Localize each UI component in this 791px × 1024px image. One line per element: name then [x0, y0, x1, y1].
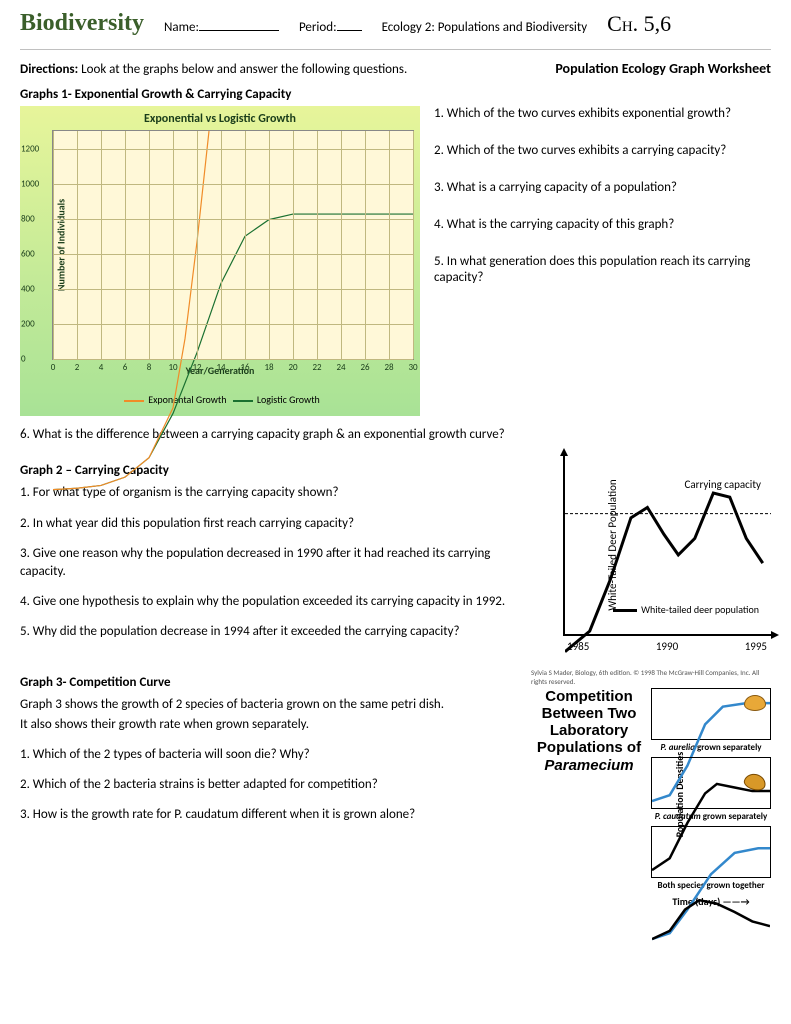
biodiversity-logo: Biodiversity	[20, 10, 144, 37]
worksheet-title: Population Ecology Graph Worksheet	[555, 60, 771, 77]
y-axis-arrow-icon	[560, 448, 568, 456]
graph3-panels: Population Densities P. aurelia grown se…	[651, 688, 771, 908]
chapter-text: Ch. 5,6	[607, 11, 671, 37]
paramecium-aurelia-icon	[744, 695, 766, 711]
question-text: 3. How is the growth rate for P. caudatu…	[20, 806, 517, 824]
graph1-section-title: Graphs 1- Exponential Growth & Carrying …	[20, 87, 771, 102]
question-text: 2. In what year did this population firs…	[20, 515, 527, 533]
graph3-intro2: It also shows their growth rate when gro…	[20, 716, 517, 734]
graph2-legend: White-tailed deer population	[613, 603, 759, 616]
section-3: Graph 3- Competition Curve Graph 3 shows…	[20, 668, 771, 908]
header-fields: Name: Period: Ecology 2: Populations and…	[164, 11, 771, 37]
graph3-intro1: Graph 3 shows the growth of 2 species of…	[20, 696, 517, 714]
page-header: Biodiversity Name: Period: Ecology 2: Po…	[20, 10, 771, 37]
graph3-chart: Sylvia S Mader, Biology, 6th edition. © …	[531, 668, 771, 908]
directions-row: Directions: Look at the graphs below and…	[20, 60, 771, 77]
name-label: Name:	[164, 17, 279, 35]
graph1-chart: Exponential vs Logistic Growth Number of…	[20, 106, 420, 416]
question-text: 4. Give one hypothesis to explain why th…	[20, 593, 527, 611]
question-text: 3. Give one reason why the population de…	[20, 545, 527, 581]
carrying-capacity-label: Carrying capacity	[682, 478, 763, 491]
question-text: 2. Which of the 2 bacteria strains is be…	[20, 776, 517, 794]
question-text: 5. Why did the population decrease in 19…	[20, 623, 527, 641]
graph3-citation: Sylvia S Mader, Biology, 6th edition. © …	[531, 668, 771, 686]
question-text: 1. Which of the 2 types of bacteria will…	[20, 746, 517, 764]
subject-text: Ecology 2: Populations and Biodiversity	[382, 20, 588, 35]
panel-both	[651, 826, 771, 878]
graph1-questions: 1. Which of the two curves exhibits expo…	[434, 106, 771, 416]
graph3-title: Competition Between Two Laboratory Popul…	[531, 688, 647, 908]
header-divider	[20, 49, 771, 50]
x-axis-arrow-icon	[771, 631, 779, 639]
graph3-questions: Graph 3- Competition Curve Graph 3 shows…	[20, 668, 517, 908]
graph1-svg	[53, 131, 413, 491]
period-label: Period:	[299, 17, 362, 35]
directions-text: Directions: Look at the graphs below and…	[20, 62, 407, 77]
graph3-section-title: Graph 3- Competition Curve	[20, 674, 517, 692]
section-1: Exponential vs Logistic Growth Number of…	[20, 106, 771, 416]
graph2-plot-area: White-Tailed Deer Population Carrying ca…	[563, 456, 771, 636]
question-text: 3. What is a carrying capacity of a popu…	[434, 180, 771, 197]
graph1-plot-area: Number of Individuals 020040060080010001…	[52, 130, 414, 360]
question-text: 1. Which of the two curves exhibits expo…	[434, 106, 771, 123]
graph1-title: Exponential vs Logistic Growth	[26, 112, 414, 126]
graph2-chart: White-Tailed Deer Population Carrying ca…	[541, 456, 771, 653]
question-text: 4. What is the carrying capacity of this…	[434, 217, 771, 234]
question-text: 5. In what generation does this populati…	[434, 254, 771, 288]
panel-caudatum	[651, 757, 771, 809]
panel-aurelia	[651, 688, 771, 740]
question-text: 2. Which of the two curves exhibits a ca…	[434, 143, 771, 160]
